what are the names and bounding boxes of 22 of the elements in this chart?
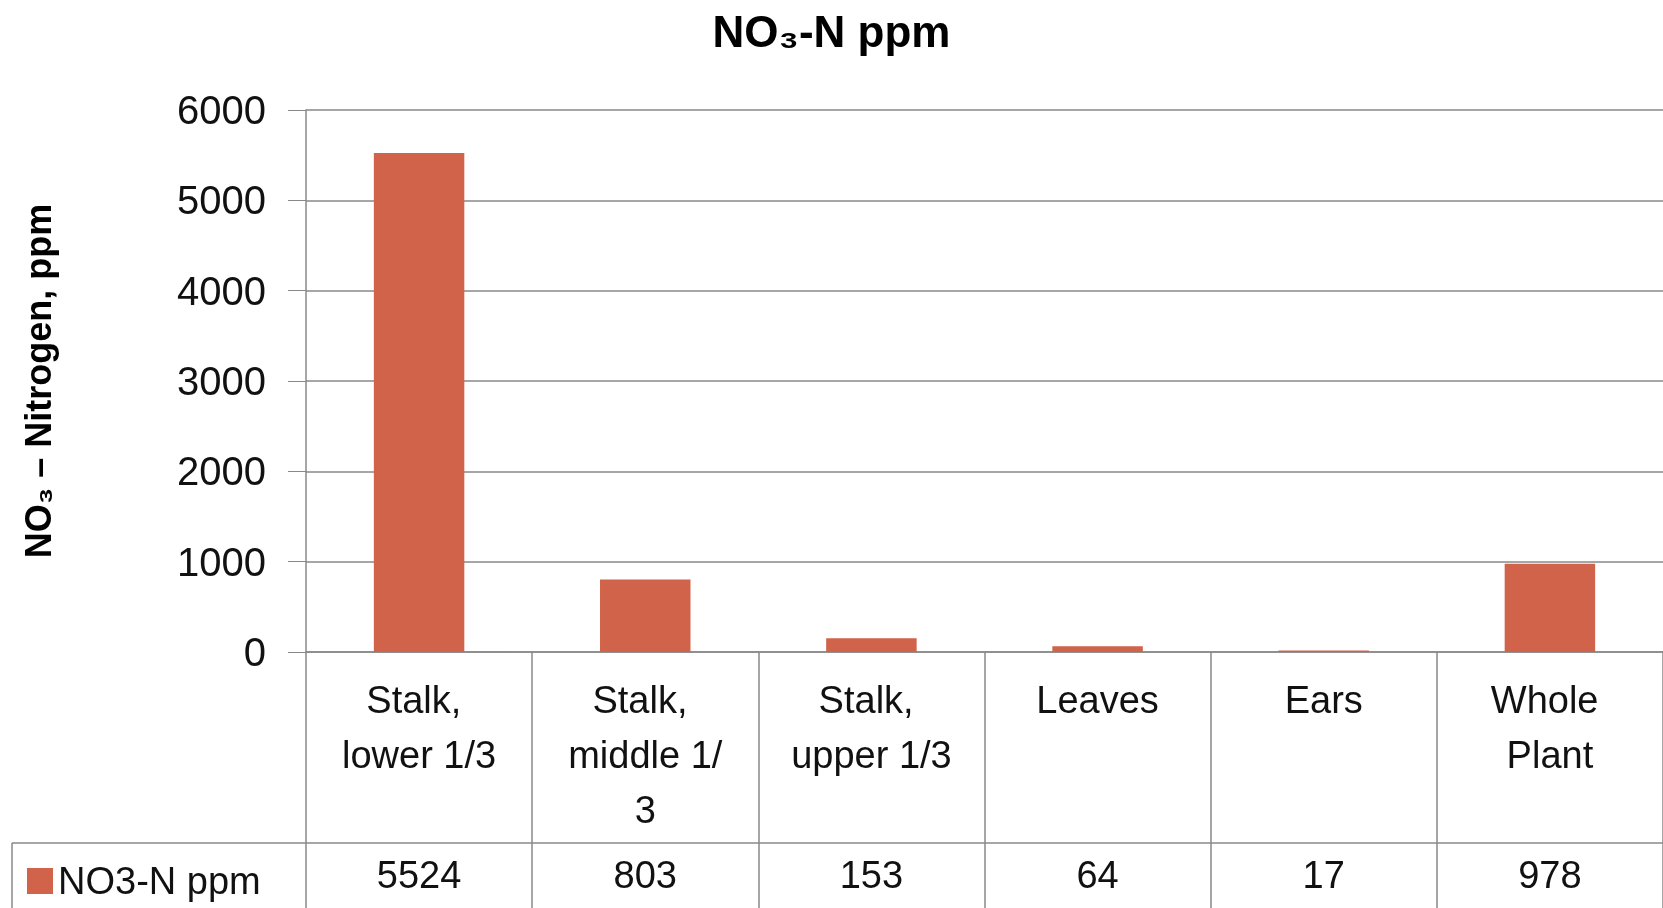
x-tick-label: Stalk, lower 1/3: [341, 678, 497, 776]
y-tick-label: 3000: [177, 359, 266, 403]
y-tick-label: 0: [243, 630, 266, 674]
x-tick-label: Leaves: [1036, 678, 1159, 721]
y-tick-label: 6000: [177, 88, 266, 132]
y-tick-label: 4000: [177, 268, 266, 313]
data-label: 803: [613, 854, 677, 896]
data-label: 978: [1518, 854, 1582, 896]
x-tick-label: Stalk, middle 1/3: [568, 678, 723, 831]
y-tick-label: 5000: [177, 178, 266, 223]
x-tick-label: Ears: [1284, 678, 1363, 721]
chart-title: NO₃-N ppm: [712, 6, 951, 56]
y-tick-label: 1000: [177, 539, 266, 584]
data-label: 153: [839, 854, 904, 896]
y-axis-title: NO₃ – Nitrogen, ppm: [17, 203, 59, 559]
data-label: 17: [1302, 854, 1345, 896]
legend-label: NO3-N ppm: [58, 860, 261, 902]
data-label: 64: [1076, 854, 1119, 896]
x-tick-label: Whole Plant: [1490, 678, 1610, 776]
data-label: 5524: [376, 854, 462, 896]
x-tick-label: Stalk, upper 1/3: [791, 678, 952, 776]
y-tick-label: 2000: [177, 449, 266, 494]
